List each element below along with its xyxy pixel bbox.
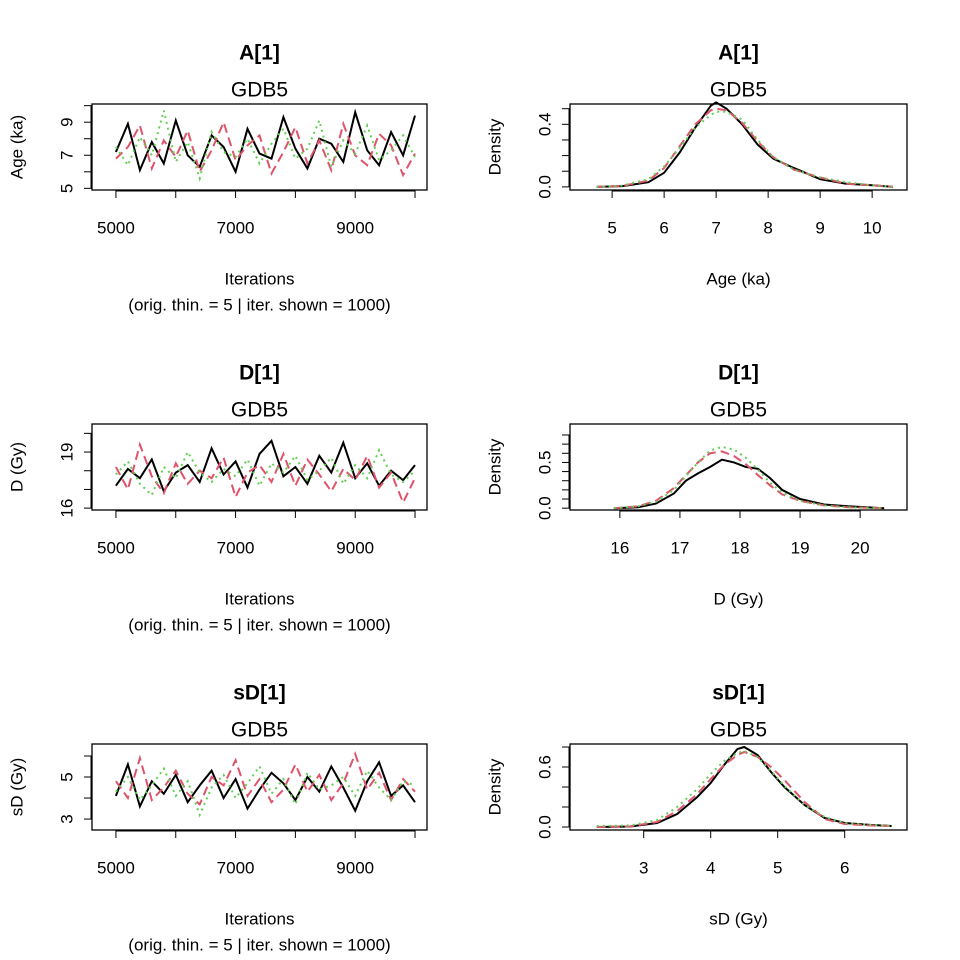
y-tick-label: 0.5 xyxy=(535,451,554,475)
series-line xyxy=(596,750,892,828)
x-tick-label: 5 xyxy=(773,858,782,877)
series-line xyxy=(613,450,885,510)
x-axis-note: (orig. thin. = 5 | iter. shown = 1000) xyxy=(128,295,390,314)
x-tick-label: 7000 xyxy=(217,538,255,557)
x-axis-label: Iterations xyxy=(225,909,295,928)
panel-subtitle: GDB5 xyxy=(710,79,767,102)
x-tick-label: 7000 xyxy=(217,858,255,877)
y-tick-label: 19 xyxy=(57,443,76,462)
x-tick-label: 17 xyxy=(670,538,689,557)
x-tick-label: 19 xyxy=(791,538,810,557)
x-tick-label: 5 xyxy=(607,218,616,237)
series-line xyxy=(596,101,894,188)
panel-subtitle: GDB5 xyxy=(231,79,288,102)
plot-box xyxy=(569,743,908,831)
x-tick-label: 9 xyxy=(815,218,824,237)
y-tick-label: 16 xyxy=(57,499,76,518)
plot-box xyxy=(91,423,428,511)
y-axis-label: Density xyxy=(485,758,504,815)
y-tick-label: 5 xyxy=(57,184,76,193)
x-tick-label: 9000 xyxy=(336,218,374,237)
x-axis-label: D (Gy) xyxy=(713,589,763,608)
panel-title: D[1] xyxy=(239,362,280,385)
x-tick-label: 16 xyxy=(610,538,629,557)
y-axis-label: Density xyxy=(485,118,504,175)
y-tick-label: 7 xyxy=(57,151,76,160)
y-tick-label: 0.0 xyxy=(535,496,554,520)
panel-title: A[1] xyxy=(718,42,759,65)
x-tick-label: 3 xyxy=(639,858,648,877)
series-line xyxy=(596,745,892,828)
panel-title: sD[1] xyxy=(233,682,286,705)
y-axis-label: Density xyxy=(485,438,504,495)
x-tick-label: 7000 xyxy=(217,218,255,237)
y-tick-label: 9 xyxy=(57,117,76,126)
y-axis-label: sD (Gy) xyxy=(7,758,26,817)
x-tick-label: 9000 xyxy=(336,858,374,877)
y-axis-label: D (Gy) xyxy=(7,442,26,492)
panel-title: A[1] xyxy=(239,42,280,65)
y-tick-label: 5 xyxy=(57,772,76,781)
x-tick-label: 9000 xyxy=(336,538,374,557)
plot-box xyxy=(91,743,428,831)
y-tick-label: 0.6 xyxy=(535,755,554,779)
series-line xyxy=(596,110,894,188)
series-line xyxy=(115,110,416,182)
plot-box xyxy=(91,103,428,191)
y-axis-label: Age (ka) xyxy=(7,115,26,179)
x-axis-label: sD (Gy) xyxy=(709,909,768,928)
x-axis-label: Age (ka) xyxy=(706,269,770,288)
x-tick-label: 20 xyxy=(851,538,870,557)
x-tick-label: 6 xyxy=(840,858,849,877)
series-line xyxy=(115,441,416,505)
y-tick-label: 0.4 xyxy=(535,113,554,137)
y-tick-label: 0.0 xyxy=(535,815,554,839)
x-tick-label: 4 xyxy=(706,858,715,877)
x-tick-label: 5000 xyxy=(97,218,135,237)
y-tick-label: 0.0 xyxy=(535,175,554,199)
x-tick-label: 6 xyxy=(659,218,668,237)
series-line xyxy=(596,749,892,827)
x-tick-label: 10 xyxy=(863,218,882,237)
panel-subtitle: GDB5 xyxy=(231,399,288,422)
x-tick-label: 7 xyxy=(711,218,720,237)
x-tick-label: 8 xyxy=(763,218,772,237)
x-tick-label: 18 xyxy=(731,538,750,557)
series-line xyxy=(114,108,416,175)
panel-title: D[1] xyxy=(718,362,759,385)
series-line xyxy=(115,751,416,806)
series-line xyxy=(115,119,416,178)
panel-subtitle: GDB5 xyxy=(710,399,767,422)
panel-subtitle: GDB5 xyxy=(710,719,767,742)
x-axis-label: Iterations xyxy=(225,269,295,288)
series-line xyxy=(613,445,885,510)
series-line xyxy=(596,107,894,188)
panel-title: sD[1] xyxy=(712,682,765,705)
x-axis-label: Iterations xyxy=(225,589,295,608)
plot-box xyxy=(569,103,908,191)
x-tick-label: 5000 xyxy=(97,538,135,557)
x-axis-note: (orig. thin. = 5 | iter. shown = 1000) xyxy=(128,615,390,634)
panel-subtitle: GDB5 xyxy=(231,719,288,742)
x-tick-label: 5000 xyxy=(97,858,135,877)
y-tick-label: 3 xyxy=(57,814,76,823)
x-axis-note: (orig. thin. = 5 | iter. shown = 1000) xyxy=(128,935,390,954)
series-line xyxy=(613,458,885,510)
plot-box xyxy=(569,423,908,511)
